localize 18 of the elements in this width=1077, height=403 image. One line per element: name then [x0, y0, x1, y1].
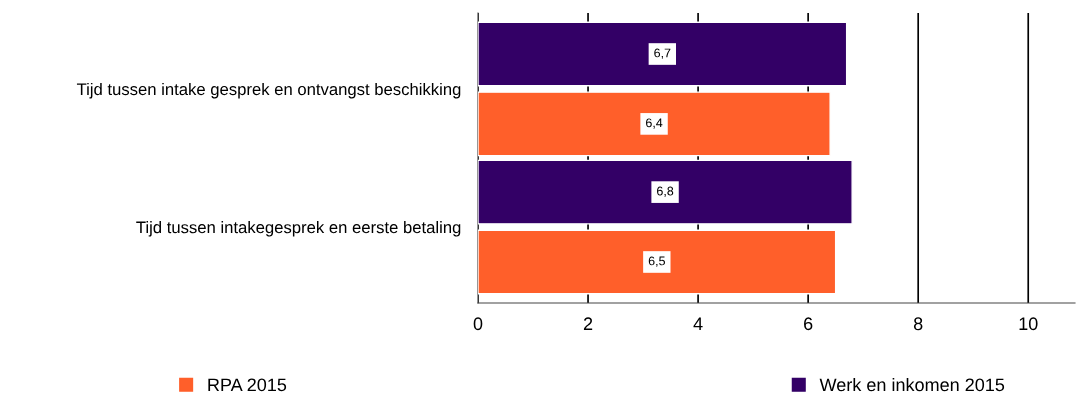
bar	[478, 229, 837, 295]
data-label: 6,4	[646, 118, 663, 129]
x-tick-label: 0	[473, 317, 483, 331]
x-tick-label: 4	[693, 317, 703, 330]
x-tick-label: 8	[913, 317, 923, 331]
bar	[478, 21, 848, 87]
legend-label: RPA 2015	[208, 378, 287, 392]
y-tick-label: Tijd tussen intakegesprek en eerste betaling	[136, 221, 461, 237]
x-tick-label: 2	[583, 317, 593, 330]
bar	[478, 91, 831, 157]
x-tick-label: 10	[1019, 317, 1038, 331]
data-label: 6,8	[657, 186, 674, 197]
data-label: 6,5	[648, 256, 665, 267]
data-label: 6,7	[654, 48, 671, 59]
y-tick-label: Tijd tussen intake gesprek en ontvangst beschikking	[76, 82, 461, 99]
bar	[478, 159, 853, 225]
x-tick-label: 6	[804, 317, 813, 331]
legend-label: Werk en inkomen 2015	[819, 377, 1005, 392]
